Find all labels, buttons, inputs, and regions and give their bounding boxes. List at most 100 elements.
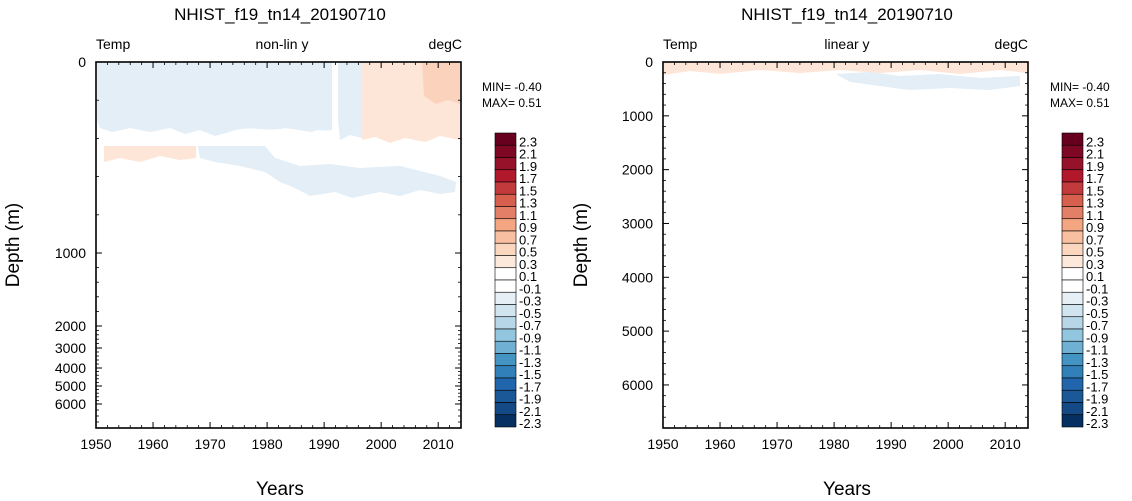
left-field-positive-band [104, 146, 196, 162]
left-colorbar-label: -1.9 [519, 392, 541, 407]
left-y-tick-label: 0 [78, 54, 86, 70]
right-colorbar-swatch [1061, 279, 1084, 293]
right-x-axis-label: Years [823, 479, 871, 500]
right-colorbar-swatch [1061, 255, 1084, 269]
right-x-tick-label: 1960 [704, 436, 735, 452]
left-colorbar-swatch [494, 218, 517, 232]
left-colorbar-swatch [494, 340, 517, 354]
left-colorbar-swatch [494, 193, 517, 207]
left-colorbar-label: 0.3 [519, 257, 537, 272]
left-colorbar-label: 1.1 [519, 208, 537, 223]
right-colorbar-label: -0.3 [1086, 294, 1108, 309]
right-colorbar-swatch [1061, 242, 1084, 256]
left-colorbar: 2.32.11.91.71.51.31.10.90.70.50.30.1-0.1… [494, 132, 541, 431]
left-subtitle-left: Temp [96, 36, 130, 52]
left-colorbar-label: 2.1 [519, 147, 537, 162]
right-colorbar-swatch [1061, 402, 1084, 416]
left-y-tick-label: 2000 [55, 318, 86, 334]
right-colorbar-swatch [1061, 218, 1084, 232]
left-y-axis-label: Depth (m) [3, 203, 24, 287]
right-colorbar-label: 0.3 [1086, 257, 1104, 272]
right-colorbar-label: 1.9 [1086, 159, 1104, 174]
right-colorbar-swatch [1061, 206, 1084, 220]
right-min-stat: MIN= -0.40 [1050, 80, 1110, 94]
left-colorbar-swatch [494, 365, 517, 379]
left-field-negative-strips [338, 62, 362, 140]
left-x-tick-label: 1980 [252, 436, 283, 452]
right-colorbar-swatch [1061, 267, 1084, 281]
right-colorbar-swatch [1061, 144, 1084, 158]
right-colorbar-label: 1.3 [1086, 196, 1104, 211]
left-x-tick-label: 1950 [80, 436, 111, 452]
right-max-stat: MAX= 0.51 [1050, 96, 1110, 110]
right-x-tick-label: 1980 [819, 436, 850, 452]
left-y-tick-label: 4000 [55, 360, 86, 376]
right-colorbar-swatch [1061, 181, 1084, 195]
right-colorbar-swatch [1061, 365, 1084, 379]
right-panel: NHIST_f19_tn14_20190710 Temp linear y de… [571, 5, 1110, 500]
left-field-negative-upper [97, 62, 332, 136]
left-y-tick-label: 5000 [55, 378, 86, 394]
left-min-stat: MIN= -0.40 [482, 80, 542, 94]
right-subtitle-center: linear y [824, 36, 869, 52]
left-max-stat: MAX= 0.51 [482, 96, 542, 110]
left-colorbar-swatch [494, 389, 517, 403]
right-colorbar-label: -0.5 [1086, 306, 1108, 321]
left-colorbar-swatch [494, 377, 517, 391]
left-y-axis: 0 1000 2000 3000 4000 5000 6000 [55, 54, 461, 423]
right-colorbar-swatch [1061, 389, 1084, 403]
left-x-tick-label: 1960 [137, 436, 168, 452]
right-colorbar-swatch [1061, 414, 1084, 428]
right-colorbar-label: -0.1 [1086, 281, 1108, 296]
left-x-tick-label: 2000 [366, 436, 397, 452]
left-colorbar-label: -1.1 [519, 343, 541, 358]
right-colorbar-label: -1.5 [1086, 367, 1108, 382]
right-data-field [664, 62, 1027, 90]
left-y-tick-label: 1000 [55, 245, 86, 261]
left-colorbar-label: 0.5 [519, 245, 537, 260]
right-colorbar-label: 1.1 [1086, 208, 1104, 223]
left-colorbar-label: -1.5 [519, 367, 541, 382]
left-colorbar-swatch [494, 181, 517, 195]
left-field-negative-mid [198, 146, 456, 198]
right-colorbar-swatch [1061, 316, 1084, 330]
right-colorbar-label: -1.3 [1086, 355, 1108, 370]
right-colorbar-label: -0.9 [1086, 330, 1108, 345]
right-plot-frame [662, 61, 1029, 429]
right-field-negative-strip [836, 72, 1020, 90]
right-x-axis: 1950 1960 1970 1980 1990 2000 2010 [647, 62, 1021, 452]
right-colorbar-swatch [1061, 291, 1084, 305]
left-colorbar-label: -0.5 [519, 306, 541, 321]
left-colorbar-label: -1.7 [519, 379, 541, 394]
left-colorbar-label: 1.5 [519, 183, 537, 198]
left-panel: NHIST_f19_tn14_20190710 Temp non-lin y d… [3, 5, 542, 500]
right-colorbar-swatch [1061, 230, 1084, 244]
right-colorbar-label: 2.3 [1086, 134, 1104, 149]
right-colorbar-swatch [1061, 377, 1084, 391]
left-subtitle-center: non-lin y [256, 36, 309, 52]
left-data-field [97, 62, 460, 198]
right-colorbar-swatch [1061, 340, 1084, 354]
left-colorbar-label: -1.3 [519, 355, 541, 370]
left-colorbar-swatch [494, 242, 517, 256]
right-colorbar-swatch [1061, 157, 1084, 171]
left-colorbar-label: 1.7 [519, 171, 537, 186]
left-colorbar-swatch [494, 230, 517, 244]
right-colorbar-swatch [1061, 304, 1084, 318]
left-colorbar-swatch [494, 304, 517, 318]
right-colorbar-label: -1.9 [1086, 392, 1108, 407]
right-x-tick-label: 1970 [761, 436, 792, 452]
left-x-axis-label: Years [256, 479, 304, 500]
right-chart-title: NHIST_f19_tn14_20190710 [741, 5, 953, 24]
left-field-positive-core [422, 62, 460, 104]
right-colorbar: 2.32.11.91.71.51.31.10.90.70.50.30.1-0.1… [1061, 132, 1108, 431]
right-x-tick-label: 1990 [876, 436, 907, 452]
left-colorbar-swatch [494, 353, 517, 367]
right-x-tick-label: 2010 [990, 436, 1021, 452]
right-x-tick-label: 1950 [647, 436, 678, 452]
left-x-tick-label: 1990 [309, 436, 340, 452]
right-colorbar-swatch [1061, 328, 1084, 342]
left-colorbar-swatch [494, 267, 517, 281]
left-colorbar-label: -2.3 [519, 416, 541, 431]
